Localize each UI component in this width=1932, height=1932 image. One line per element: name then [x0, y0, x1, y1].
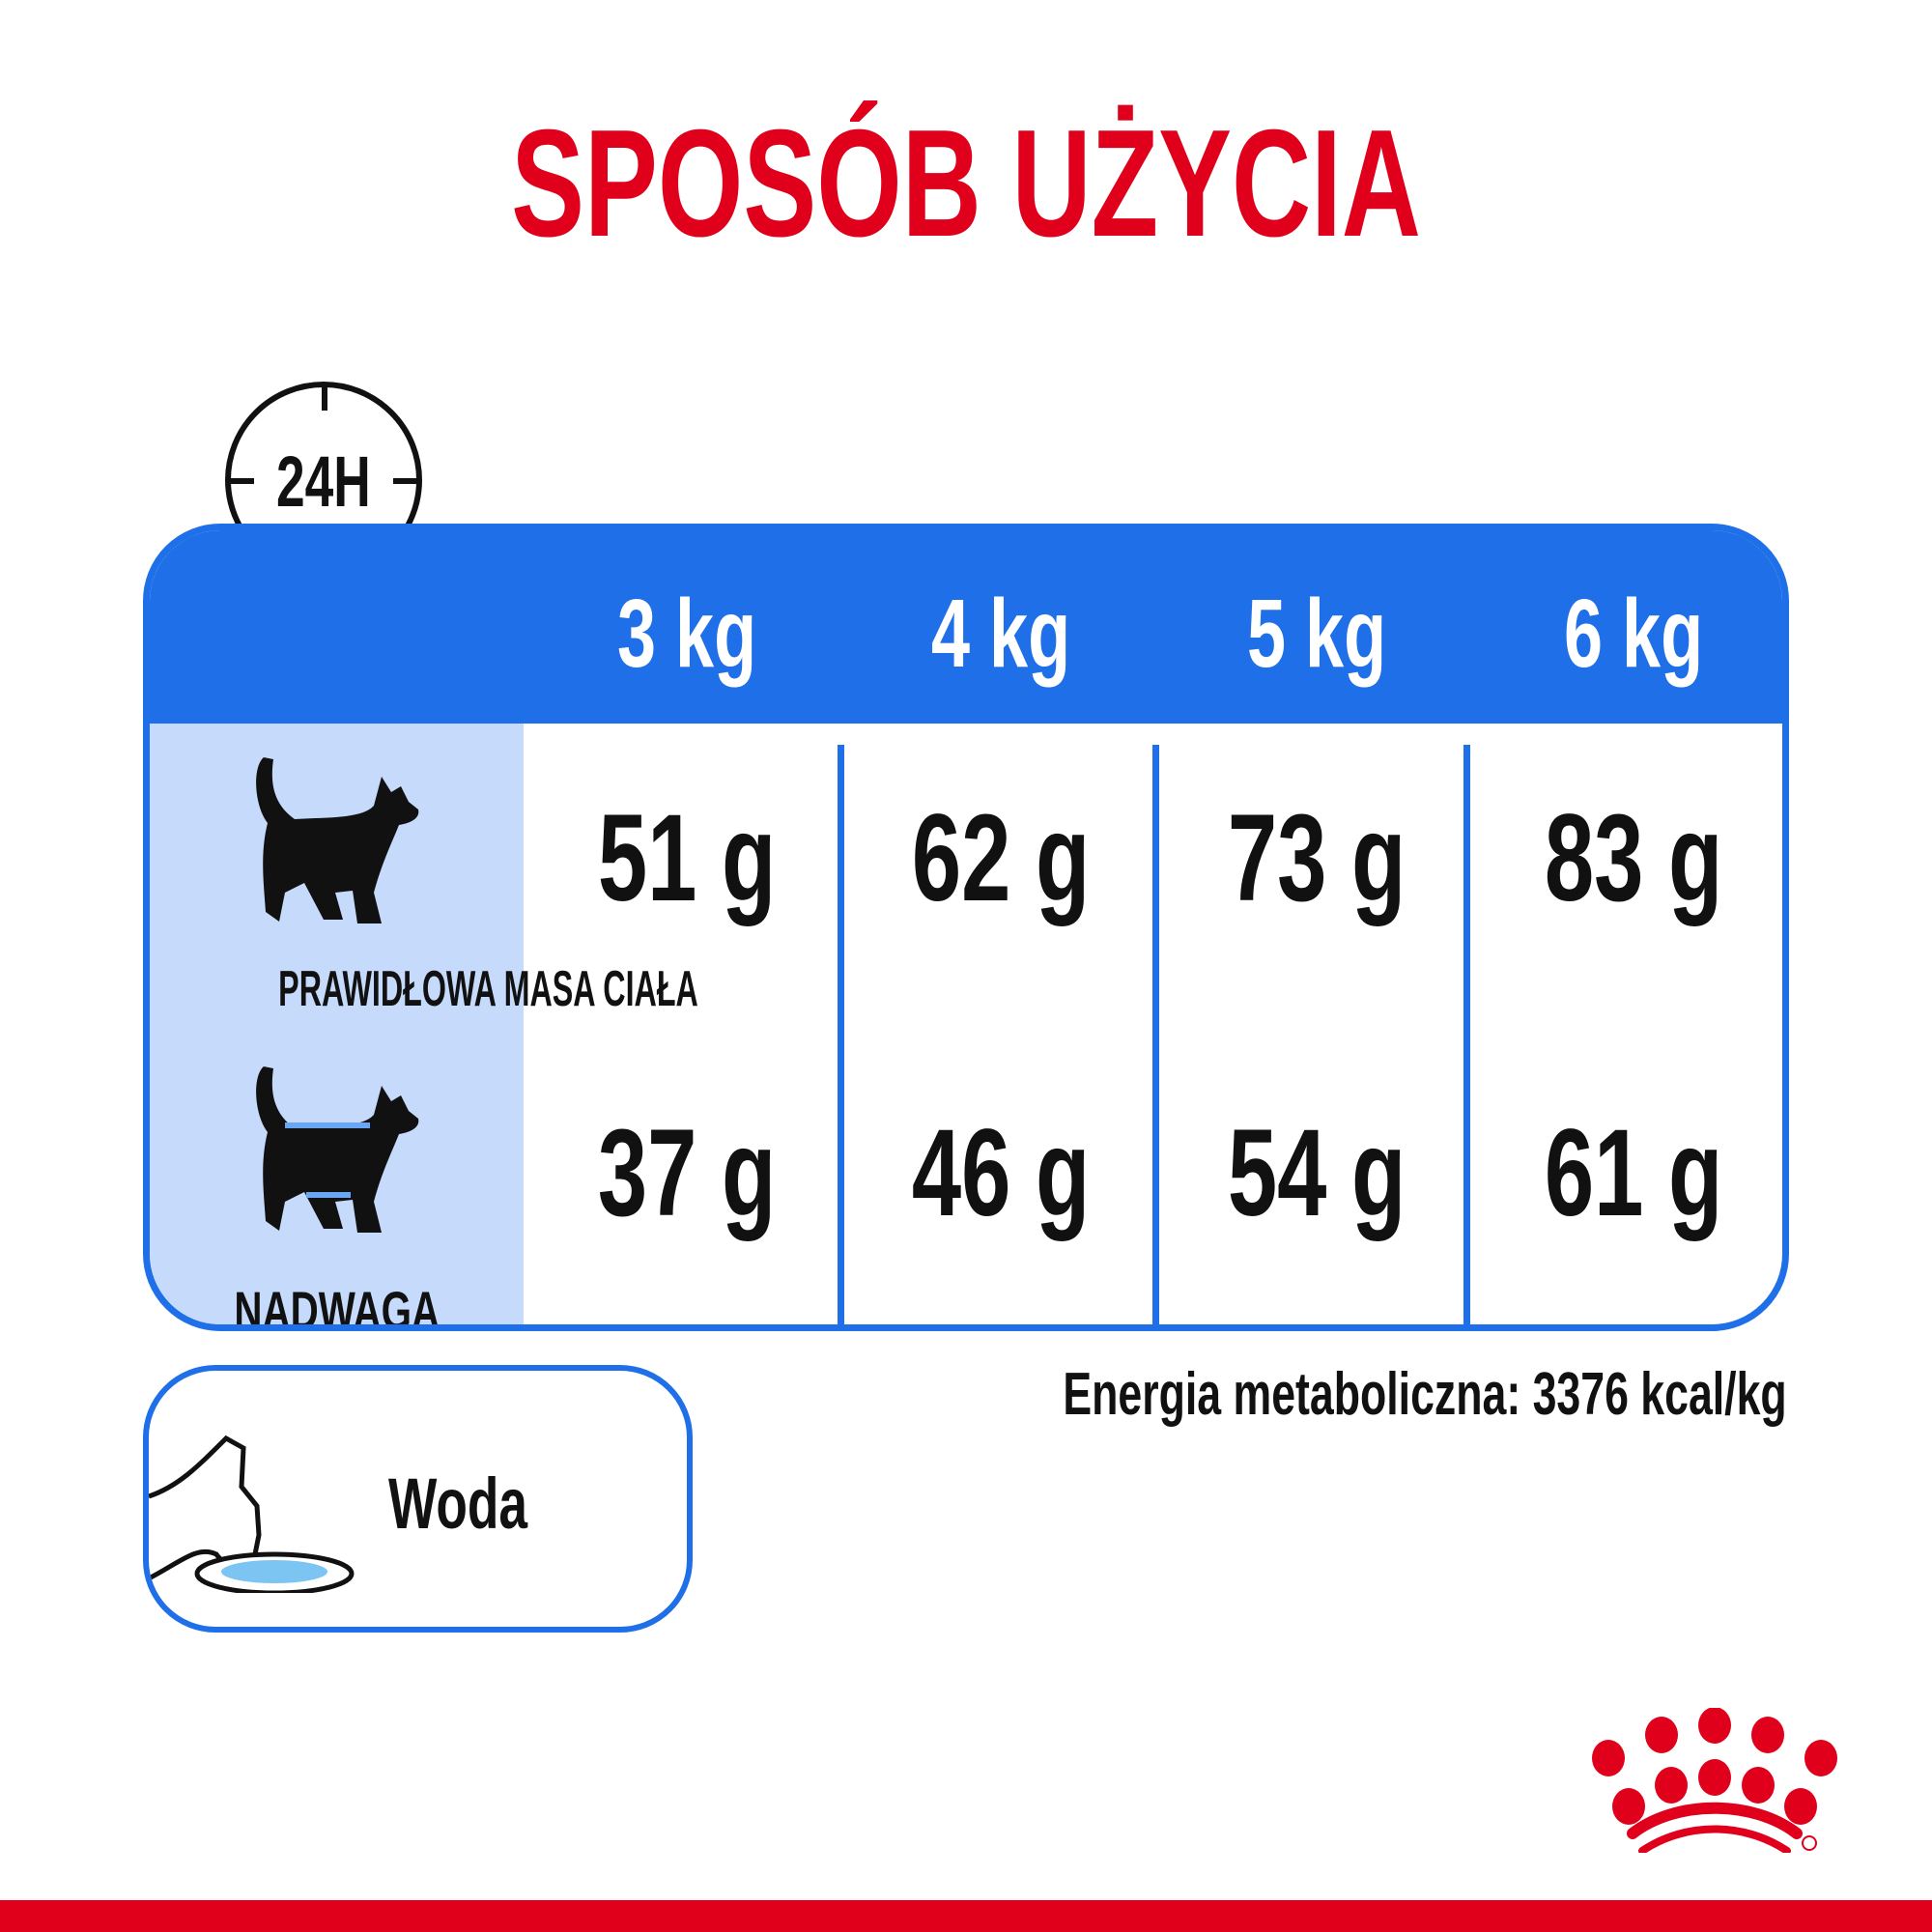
- column-divider: [838, 745, 844, 1324]
- table-cell: 62 g: [911, 789, 1091, 927]
- cat-drinking-water-icon: [149, 1435, 355, 1593]
- table-cell: 83 g: [1544, 789, 1723, 927]
- table-cell: 37 g: [597, 1104, 777, 1242]
- bottom-red-bar: [0, 1900, 1932, 1932]
- header-4kg: 4 kg: [930, 580, 1071, 688]
- water-label: Woda: [388, 1463, 528, 1544]
- column-divider: [1463, 745, 1470, 1324]
- table-cell: 51 g: [597, 789, 777, 927]
- header-6kg: 6 kg: [1563, 580, 1704, 688]
- overweight-cat-icon: [256, 1066, 419, 1233]
- table-cell: 73 g: [1227, 789, 1406, 927]
- table-cell: 61 g: [1544, 1104, 1723, 1242]
- cat-silhouette-icon: [256, 757, 419, 923]
- column-divider: [1152, 745, 1159, 1324]
- label-column: PRAWIDŁOWA MASA CIAŁA NADWAGA: [150, 724, 698, 1331]
- row-label-overweight: NADWAGA: [234, 1280, 440, 1331]
- metabolic-energy: Energia metaboliczna: 3376 kcal/kg: [1063, 1361, 1787, 1428]
- table-cell: 54 g: [1227, 1104, 1406, 1242]
- clock-label: 24H: [276, 441, 371, 522]
- feeding-table: 3 kg 4 kg 5 kg 6 kg PRAWIDŁOWA MASA CIAŁ…: [143, 524, 1789, 1331]
- row-label-normal-weight: PRAWIDŁOWA MASA CIAŁA: [278, 961, 698, 1017]
- water-box: Woda: [143, 1365, 693, 1633]
- header-3kg: 3 kg: [616, 580, 757, 688]
- page-title: SPOSÓB UŻYCIA: [511, 99, 1421, 269]
- royal-canin-crown-logo: [1592, 1708, 1837, 1853]
- header-5kg: 5 kg: [1246, 580, 1387, 688]
- table-cell: 46 g: [911, 1104, 1091, 1242]
- table-header: 3 kg 4 kg 5 kg 6 kg: [150, 530, 1782, 724]
